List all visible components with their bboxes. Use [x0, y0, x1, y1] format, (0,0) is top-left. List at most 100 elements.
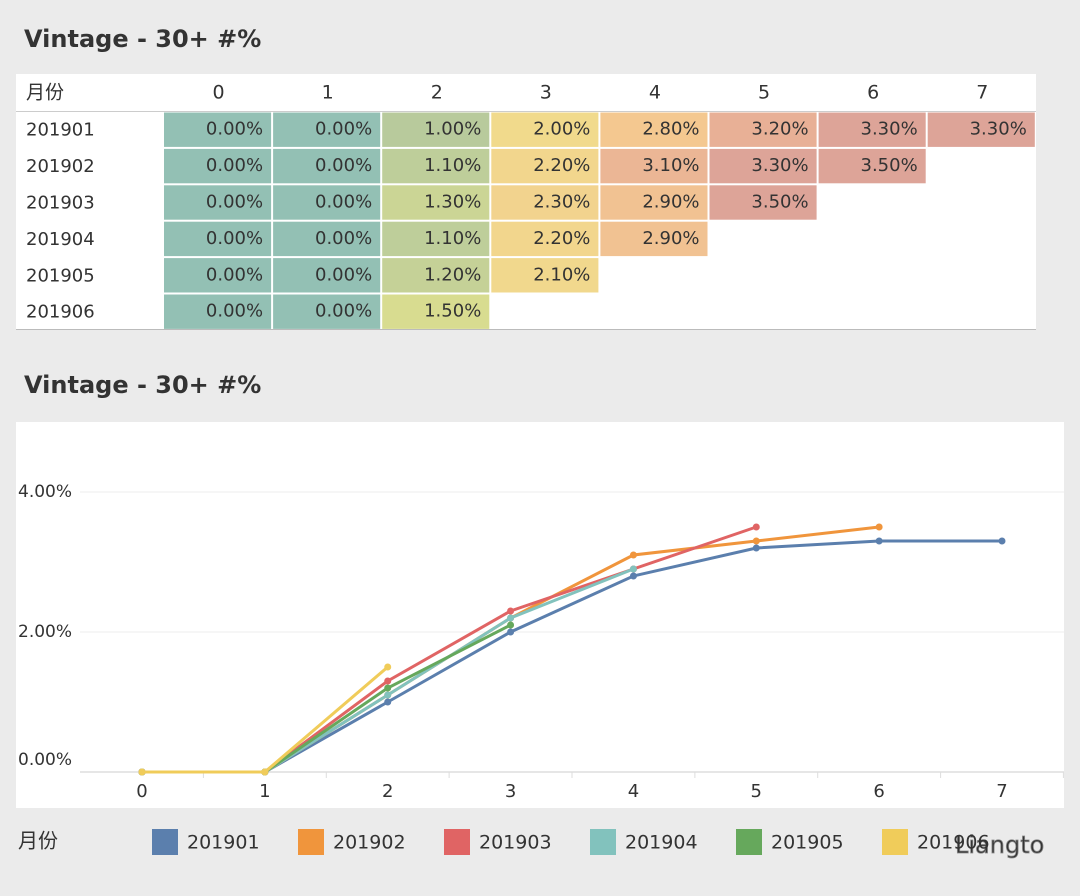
cell-label: 3.30%: [751, 155, 808, 176]
y-tick-label: 0.00%: [18, 750, 72, 770]
heat-cell: [600, 148, 708, 184]
heat-cell: [273, 185, 381, 220]
cell-label: 3.50%: [751, 192, 808, 213]
cell-label: 2.80%: [642, 119, 699, 140]
heat-cell: [600, 221, 708, 257]
cell-label: 2.00%: [533, 119, 590, 140]
cell-label: 3.50%: [861, 155, 918, 176]
heat-cell: [818, 112, 926, 147]
cell-label: 0.00%: [206, 192, 263, 213]
legend-label: 201904: [625, 832, 698, 854]
heat-cell: [164, 294, 272, 329]
cell-label: 0.00%: [315, 192, 372, 213]
cell-label: 3.30%: [970, 119, 1027, 140]
cell-label: 0.00%: [315, 264, 372, 285]
heat-cell: [273, 148, 381, 184]
heat-cell: [382, 148, 490, 184]
legend-label: 201905: [771, 832, 844, 854]
point: [875, 537, 883, 545]
x-tick-label: 6: [873, 781, 884, 802]
legend-title: 月份: [18, 829, 58, 853]
legend-swatch: [590, 829, 616, 855]
legend-label: 201901: [187, 832, 260, 854]
heat-cell: [709, 112, 817, 147]
legend-label: 201906: [917, 832, 990, 854]
legend-swatch: [444, 829, 470, 855]
heat-cell: [382, 258, 490, 293]
column-header: 6: [867, 82, 879, 104]
heat-cell: [600, 112, 708, 147]
row-label: 201905: [26, 265, 95, 286]
legend-label: 201903: [479, 832, 552, 854]
y-tick-label: 2.00%: [18, 622, 72, 642]
row-label: 201901: [26, 120, 95, 141]
cell-label: 1.20%: [424, 264, 481, 285]
heat-cell: [164, 185, 272, 220]
column-header: 4: [649, 82, 661, 104]
point: [384, 663, 392, 671]
row-label: 201904: [26, 229, 95, 250]
heat-cell: [491, 185, 599, 220]
point: [629, 551, 637, 559]
point: [384, 684, 392, 692]
legend-label: 201902: [333, 832, 406, 854]
column-header: 0: [213, 82, 225, 104]
heat-cell: [382, 294, 490, 329]
row-label: 201903: [26, 193, 95, 214]
point: [752, 544, 760, 552]
watermark: Liangto: [955, 831, 1044, 859]
heat-cell: [491, 112, 599, 147]
x-tick-label: 1: [259, 781, 270, 802]
legend-swatch: [882, 829, 908, 855]
cell-label: 1.10%: [424, 228, 481, 249]
point: [384, 698, 392, 706]
cell-label: 2.90%: [642, 192, 699, 213]
cell-label: 2.30%: [533, 192, 590, 213]
heat-cell: [600, 185, 708, 220]
cell-label: 0.00%: [315, 155, 372, 176]
column-header: 7: [976, 82, 988, 104]
cell-label: 2.20%: [533, 155, 590, 176]
heat-cell: [382, 221, 490, 257]
cell-label: 3.30%: [861, 119, 918, 140]
row-label: 201906: [26, 302, 95, 323]
x-tick-label: 3: [505, 781, 516, 802]
cell-label: 1.10%: [424, 155, 481, 176]
heat-cell: [491, 148, 599, 184]
heat-cell: [273, 294, 381, 329]
heat-cell: [382, 112, 490, 147]
cell-label: 0.00%: [206, 228, 263, 249]
point: [629, 565, 637, 573]
point: [629, 572, 637, 580]
y-tick-label: 4.00%: [18, 482, 72, 502]
point: [138, 768, 146, 776]
column-header: 1: [322, 82, 334, 104]
point: [998, 537, 1006, 545]
x-tick-label: 2: [382, 781, 393, 802]
table-title: Vintage - 30+ #%: [24, 25, 261, 53]
point: [384, 691, 392, 699]
cell-label: 0.00%: [315, 119, 372, 140]
cell-label: 3.20%: [751, 119, 808, 140]
row-label: 201902: [26, 156, 95, 177]
point: [507, 628, 515, 636]
heat-cell: [164, 112, 272, 147]
chart-panel: [16, 422, 1064, 808]
point: [261, 768, 269, 776]
heat-cell: [164, 221, 272, 257]
point: [507, 607, 515, 615]
point: [507, 614, 515, 622]
cell-label: 1.50%: [424, 301, 481, 322]
row-header: 月份: [26, 82, 64, 104]
chart-title: Vintage - 30+ #%: [24, 371, 261, 399]
heat-cell: [382, 185, 490, 220]
x-tick-label: 5: [751, 781, 762, 802]
cell-label: 0.00%: [206, 264, 263, 285]
heat-cell: [491, 258, 599, 293]
point: [875, 523, 883, 531]
x-tick-label: 0: [136, 781, 147, 802]
heat-cell: [273, 221, 381, 257]
cell-label: 0.00%: [206, 155, 263, 176]
cell-label: 1.30%: [424, 192, 481, 213]
